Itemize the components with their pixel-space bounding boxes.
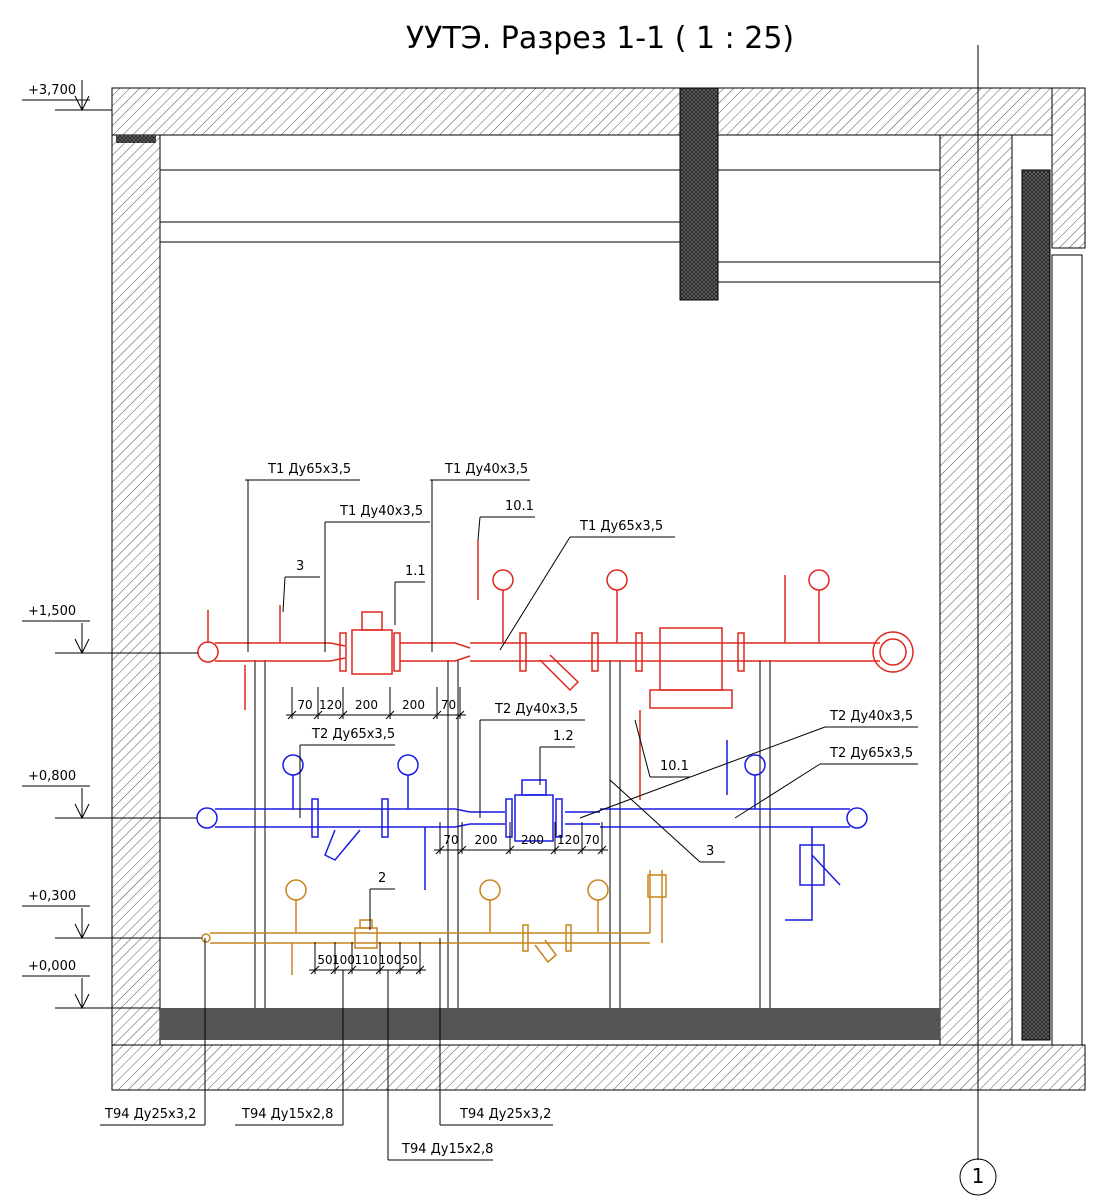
leader-line bbox=[634, 719, 651, 778]
dimension-tick bbox=[455, 687, 465, 720]
leader-label: 10.1 bbox=[505, 499, 534, 514]
level-tick bbox=[74, 908, 90, 940]
dimension-label: 200 bbox=[355, 698, 378, 712]
level-tick bbox=[74, 788, 90, 820]
leader-label: Т1 Ду65х3,5 bbox=[579, 519, 663, 534]
leader-label: 3 bbox=[296, 559, 304, 574]
leader-line bbox=[609, 779, 701, 863]
dimension-tick bbox=[330, 942, 340, 975]
leader-label: 3 bbox=[706, 844, 714, 859]
leader-label: Т94 Ду15х2,8 bbox=[401, 1142, 493, 1157]
dimension-label: 70 bbox=[297, 698, 312, 712]
levels: +3,700 +1,500 +0,800 +0,300 +0,000 bbox=[22, 80, 202, 1010]
level-label: +1,500 bbox=[28, 604, 76, 619]
leader-label: Т2 Ду65х3,5 bbox=[829, 746, 913, 761]
dimension-tick bbox=[347, 942, 357, 975]
dimension-tick bbox=[432, 687, 442, 720]
leader-line bbox=[734, 763, 821, 819]
dimension-tick bbox=[395, 942, 405, 975]
leader-label: Т1 Ду40х3,5 bbox=[444, 462, 528, 477]
axis-label: 1 bbox=[972, 1164, 985, 1188]
leader-label: Т1 Ду65х3,5 bbox=[267, 462, 351, 477]
dimension-label: 110 bbox=[355, 953, 378, 967]
leader-line bbox=[477, 516, 481, 541]
dimension-label: 200 bbox=[402, 698, 425, 712]
leader-line bbox=[579, 726, 826, 819]
dimension-label: 50 bbox=[402, 953, 417, 967]
dimension-label: 70 bbox=[441, 698, 456, 712]
dimension-tick bbox=[310, 942, 320, 975]
dimension-label: 100 bbox=[332, 953, 355, 967]
dimension-label: 120 bbox=[557, 833, 580, 847]
dimension-label: 200 bbox=[475, 833, 498, 847]
dimension-tick bbox=[338, 687, 348, 720]
leader-label: 1.2 bbox=[553, 729, 574, 744]
title: УУТЭ. Разрез 1-1 ( 1 : 25) bbox=[406, 21, 794, 56]
dimension-tick bbox=[287, 687, 297, 720]
dimension-label: 200 bbox=[521, 833, 544, 847]
leader-label: Т1 Ду40х3,5 bbox=[339, 504, 423, 519]
dimension-tick bbox=[550, 822, 560, 855]
level-tick bbox=[74, 80, 90, 112]
dimension-label: 70 bbox=[584, 833, 599, 847]
t1-pipeline bbox=[197, 540, 914, 800]
supports bbox=[254, 660, 771, 1008]
dimension-tick bbox=[505, 822, 515, 855]
level-tick bbox=[74, 978, 90, 1010]
leader-label: Т94 Ду15х2,8 bbox=[241, 1107, 333, 1122]
leaders: Т1 Ду65х3,5 Т1 Ду40х3,5 Т1 Ду40х3,5 3 1.1 10.… bbox=[100, 462, 918, 1161]
leader-label: Т94 Ду25х3,2 bbox=[104, 1107, 196, 1122]
dimension-tick bbox=[577, 822, 587, 855]
t94-pipeline bbox=[201, 870, 667, 975]
dimension-label: 120 bbox=[319, 698, 342, 712]
dimension-tick bbox=[385, 687, 395, 720]
structure: 1 bbox=[111, 45, 1086, 1196]
leader-line bbox=[282, 576, 286, 613]
level-label: +0,800 bbox=[28, 769, 76, 784]
dimension-tick bbox=[597, 822, 607, 855]
dimension-label: 50 bbox=[317, 953, 332, 967]
dimension-label: 100 bbox=[379, 953, 402, 967]
leader-label: Т94 Ду25х3,2 bbox=[459, 1107, 551, 1122]
dimension-label: 70 bbox=[443, 833, 458, 847]
t2-pipeline bbox=[196, 740, 868, 921]
level-label: +3,700 bbox=[28, 83, 76, 98]
level-label: +0,000 bbox=[28, 959, 76, 974]
dimension-tick bbox=[457, 822, 467, 855]
leader-label: Т2 Ду40х3,5 bbox=[494, 702, 578, 717]
leader-label: 1.1 bbox=[405, 564, 426, 579]
leader-label: Т2 Ду65х3,5 bbox=[311, 727, 395, 742]
dimension-tick bbox=[375, 942, 385, 975]
leader-label: 2 bbox=[378, 871, 386, 886]
leader-label: 10.1 bbox=[660, 759, 689, 774]
level-label: +0,300 bbox=[28, 889, 76, 904]
dimension-tick bbox=[435, 822, 445, 855]
leader-line bbox=[499, 536, 571, 651]
leader-label: Т2 Ду40х3,5 bbox=[829, 709, 913, 724]
dimension-tick bbox=[415, 942, 425, 975]
dimension-tick bbox=[313, 687, 323, 720]
level-tick bbox=[74, 623, 90, 655]
